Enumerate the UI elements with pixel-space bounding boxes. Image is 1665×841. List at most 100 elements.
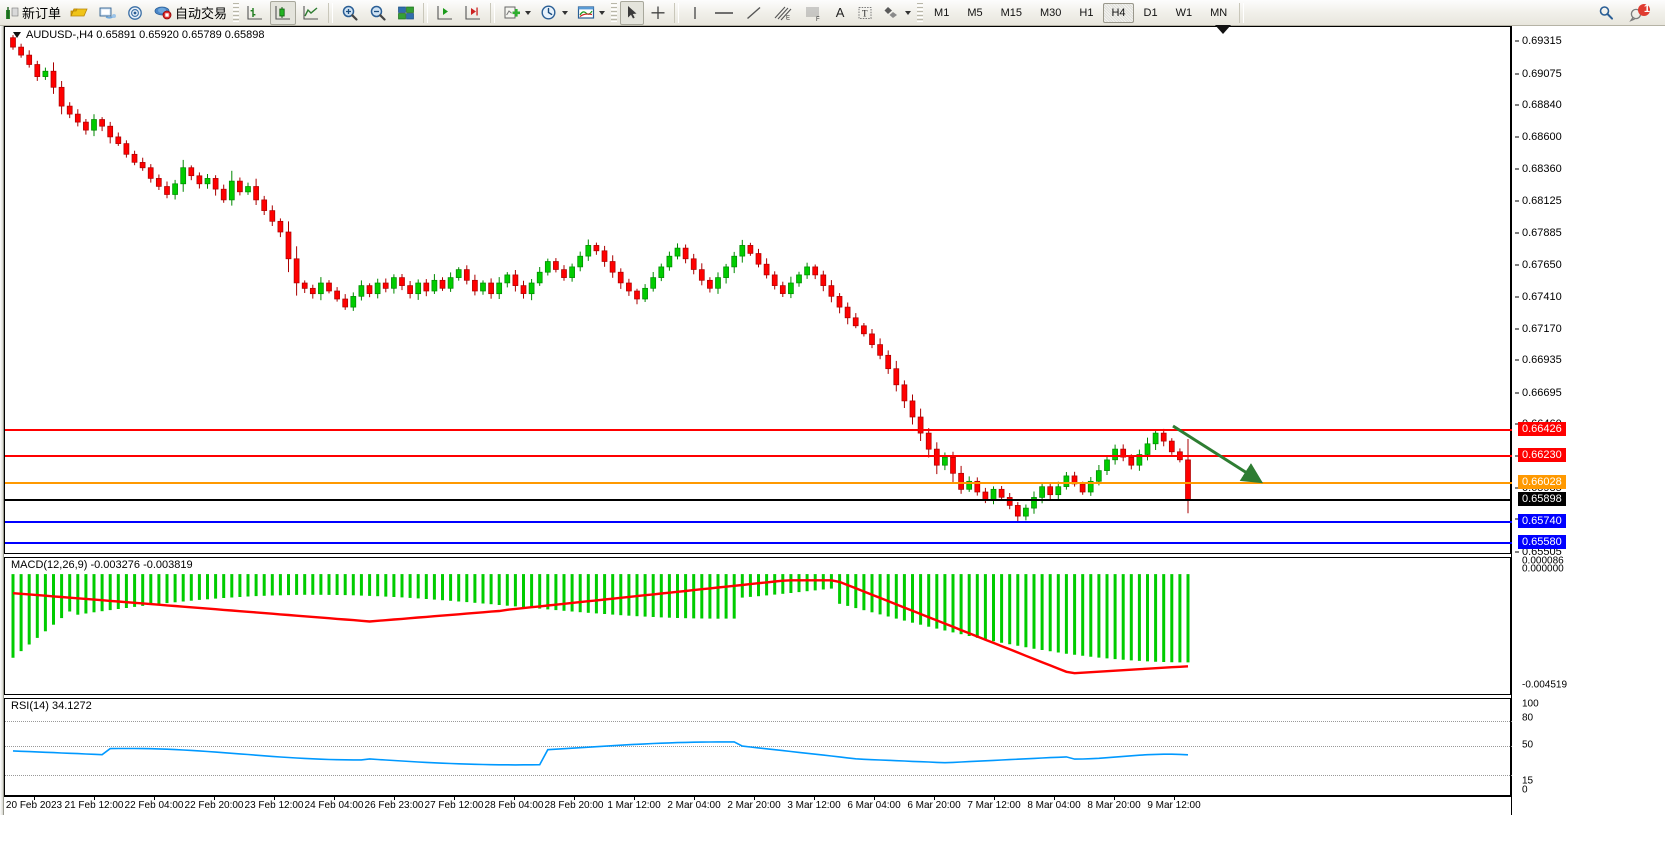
price-tick-label: 0.67170 <box>1515 323 1562 335</box>
timeframe-button-h1[interactable]: H1 <box>1079 6 1094 19</box>
time-axis-tick <box>874 797 875 800</box>
price-line-support-1[interactable] <box>5 520 1512 523</box>
price-badge-resistance-1[interactable]: 0.66426 <box>1518 421 1566 436</box>
add-indicator-button[interactable] <box>499 1 534 25</box>
rsi-series <box>12 741 1189 766</box>
shapes-button[interactable] <box>879 1 914 25</box>
price-line-resistance-2[interactable] <box>5 454 1512 457</box>
chevron-down-icon[interactable] <box>562 10 569 15</box>
price-tick-mark <box>1515 168 1519 170</box>
chevron-down-icon[interactable] <box>905 10 912 15</box>
templates-button[interactable] <box>573 1 608 25</box>
toolbar-grip-3[interactable] <box>917 2 924 23</box>
trendline-icon <box>747 6 761 19</box>
time-axis-label: 6 Mar 04:00 <box>847 800 901 811</box>
bar-chart-button[interactable] <box>242 1 268 25</box>
folder-button[interactable] <box>66 1 92 25</box>
navigator-icon <box>128 5 142 20</box>
time-axis-label: 1 Mar 12:00 <box>607 800 661 811</box>
new-order-label: 新订单 <box>22 6 62 21</box>
toolbar-separator-1 <box>328 2 334 23</box>
add-indicator-icon <box>504 6 521 18</box>
trendline-button[interactable] <box>741 1 767 25</box>
shift-start-button[interactable] <box>432 1 458 25</box>
text-button[interactable]: A <box>829 1 851 25</box>
timeframe-button-m5[interactable]: M5 <box>967 6 983 19</box>
timeframe-button-m15[interactable]: M15 <box>1000 6 1022 19</box>
time-axis-tick <box>934 797 935 800</box>
macd-pane[interactable]: MACD(12,26,9) -0.003276 -0.003819 <box>4 557 1511 695</box>
auto-trading-label: 自动交易 <box>175 6 228 21</box>
vertical-line-button[interactable] <box>683 1 707 25</box>
collapse-triangle-icon[interactable] <box>13 32 21 38</box>
timeframe-button-w1[interactable]: W1 <box>1175 6 1193 19</box>
text-icon: A <box>835 5 845 20</box>
left-scroll-rail[interactable] <box>0 26 4 815</box>
cursor-button[interactable] <box>620 0 645 25</box>
price-tick-mark <box>1515 518 1519 520</box>
time-axis-tick <box>1174 797 1175 800</box>
candlestick-chart-button[interactable] <box>270 0 297 25</box>
timeframe-button-mn[interactable]: MN <box>1210 6 1228 19</box>
price-line-pivot[interactable] <box>5 481 1512 484</box>
timeframe-button-m30[interactable]: M30 <box>1040 6 1062 19</box>
navigator-button[interactable] <box>122 1 148 25</box>
price-tick-value: 0.65505 <box>1522 546 1562 558</box>
price-badge-support-1[interactable]: 0.65740 <box>1518 513 1566 528</box>
timeframe-button-h4[interactable]: H4 <box>1103 2 1134 23</box>
price-tick-label: 0.68360 <box>1515 163 1562 175</box>
crosshair-button[interactable] <box>646 1 670 25</box>
macd-series <box>11 574 1190 675</box>
price-line-last-price[interactable] <box>5 499 1512 502</box>
price-badge-resistance-2[interactable]: 0.66230 <box>1518 447 1566 462</box>
text-label-button[interactable]: T <box>853 1 877 25</box>
rsi-axis-label: 0 <box>1522 784 1528 796</box>
zoom-out-button[interactable] <box>365 1 391 25</box>
down-trend-arrow[interactable] <box>5 27 1510 553</box>
fibonacci-button[interactable]: F <box>799 1 827 25</box>
time-axis-tick <box>214 797 215 800</box>
search-button[interactable] <box>1594 1 1618 25</box>
auto-trading-button[interactable]: 自动交易 <box>150 1 230 25</box>
chart-workspace[interactable]: AUDUSD-,H4 0.65891 0.65920 0.65789 0.658… <box>0 25 1665 841</box>
new-order-button[interactable]: 新订单 <box>1 1 64 25</box>
price-tick-value: 0.68600 <box>1522 131 1562 144</box>
chevron-down-icon[interactable] <box>599 10 606 15</box>
shift-end-button[interactable] <box>460 1 486 25</box>
timeframe-button-d1[interactable]: D1 <box>1143 6 1158 19</box>
period-button[interactable] <box>536 1 571 25</box>
price-badge-pivot[interactable]: 0.66028 <box>1518 474 1566 489</box>
price-line-resistance-1[interactable] <box>5 428 1512 431</box>
search-icon <box>1599 5 1613 20</box>
price-axis[interactable]: 0.69315 0.69075 0.68840 0.68600 0.68360 0.681… <box>1511 26 1665 815</box>
terminal-button[interactable] <box>94 1 120 25</box>
price-tick-mark <box>1515 551 1519 553</box>
macd-axis-label: -0.004519 <box>1522 679 1568 691</box>
horizontal-line-button[interactable] <box>709 1 739 25</box>
price-tick-label: 0.68125 <box>1515 195 1562 207</box>
time-axis[interactable]: 20 Feb 2023 21 Feb 12:00 22 Feb 04:00 22 Fe… <box>4 796 1511 815</box>
price-line-support-2[interactable] <box>5 541 1512 544</box>
symbol-header-text: AUDUSD-,H4 0.65891 0.65920 0.65789 0.658… <box>26 29 265 41</box>
price-badge-last-price[interactable]: 0.65898 <box>1518 492 1566 507</box>
candlestick-series <box>10 35 1191 522</box>
price-tick-mark <box>1515 136 1519 138</box>
price-pane[interactable]: AUDUSD-,H4 0.65891 0.65920 0.65789 0.658… <box>4 25 1512 554</box>
toolbar-grip-1[interactable] <box>233 2 240 23</box>
toolbar-grip-2[interactable] <box>611 2 618 23</box>
price-tick-label: 0.68600 <box>1515 131 1562 144</box>
line-chart-button[interactable] <box>298 1 324 25</box>
alerts-button[interactable]: 1 <box>1625 1 1655 25</box>
rsi-pane[interactable]: RSI(14) 34.1272 <box>4 698 1512 796</box>
tile-windows-button[interactable] <box>393 1 419 25</box>
zoom-in-button[interactable] <box>337 1 363 25</box>
rsi-axis-label: 80 <box>1522 712 1534 724</box>
price-tick-label: 0.69075 <box>1515 68 1562 80</box>
price-tick-mark <box>1515 40 1519 42</box>
chevron-down-icon[interactable] <box>525 10 532 15</box>
equidistant-channel-icon: E <box>774 6 792 21</box>
macd-header: MACD(12,26,9) -0.003276 -0.003819 <box>11 559 193 571</box>
timeframe-button-m1[interactable]: M1 <box>934 6 950 19</box>
equidistant-channel-button[interactable]: E <box>769 1 797 25</box>
price-badge-support-2[interactable]: 0.65580 <box>1518 534 1566 549</box>
